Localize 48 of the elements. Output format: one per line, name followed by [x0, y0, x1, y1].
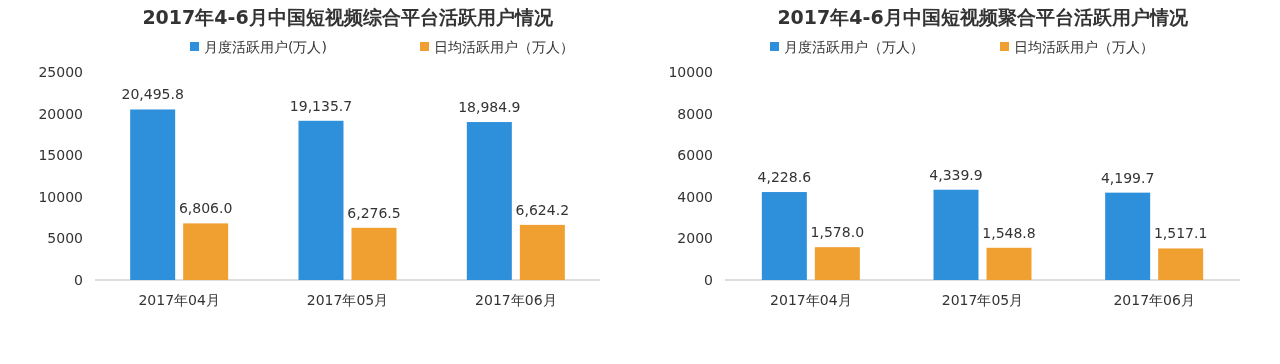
text: 6,624.2	[515, 201, 570, 218]
bar	[519, 224, 565, 280]
y-tick-label: 2000	[677, 230, 713, 247]
bar	[814, 247, 860, 280]
bar	[1158, 248, 1204, 280]
bar	[351, 227, 397, 280]
text: 4,199.7	[1100, 169, 1155, 186]
text: 4,339.9	[929, 166, 983, 183]
bar	[1105, 192, 1151, 280]
text: 1,548.8	[982, 224, 1036, 241]
bar	[183, 223, 229, 280]
x-tick-label: 2017年04月	[138, 292, 220, 308]
x-tick-label: 2017年04月	[770, 292, 852, 308]
chart-title: 2017年4-6月中国短视频聚合平台活跃用户情况	[777, 6, 1189, 28]
bar	[761, 192, 807, 280]
text: 20,495.8	[121, 86, 184, 103]
text: 6,276.5	[347, 204, 401, 221]
x-tick-label: 2017年06月	[1113, 292, 1195, 308]
x-tick-label: 2017年05月	[306, 292, 389, 308]
y-tick-label: 0	[704, 272, 713, 288]
bar	[986, 247, 1032, 280]
legend-label: 月度活跃用户（万人）	[784, 39, 924, 55]
legend-label: 日均活跃用户（万人）	[1014, 39, 1154, 55]
bar	[466, 122, 512, 280]
y-tick-label: 15000	[38, 147, 83, 164]
y-tick-label: 10000	[668, 64, 713, 80]
text: 1,517.1	[1153, 225, 1208, 242]
x-tick-label: 2017年06月	[475, 292, 557, 308]
y-tick-label: 10000	[38, 188, 83, 205]
y-tick-label: 0	[74, 272, 83, 288]
text: 18,984.9	[458, 99, 521, 116]
text: 4,228.6	[757, 169, 812, 186]
y-tick-label: 20000	[38, 105, 83, 122]
text: 1,578.0	[810, 224, 865, 241]
x-tick-label: 2017年05月	[941, 292, 1024, 308]
legend-label: 日均活跃用户（万人）	[434, 39, 574, 55]
bar	[130, 109, 176, 280]
chart-title: 2017年4-6月中国短视频综合平台活跃用户情况	[142, 6, 554, 28]
legend-label: 月度活跃用户(万人)	[204, 39, 327, 55]
text: 6,806.0	[178, 200, 233, 217]
bar	[933, 189, 979, 280]
y-tick-label: 5000	[47, 230, 83, 247]
y-tick-label: 25000	[38, 64, 83, 80]
y-tick-label: 8000	[677, 105, 713, 122]
y-tick-label: 4000	[677, 188, 713, 205]
bar	[298, 120, 344, 280]
text: 19,135.7	[289, 97, 353, 114]
y-tick-label: 6000	[677, 147, 713, 164]
